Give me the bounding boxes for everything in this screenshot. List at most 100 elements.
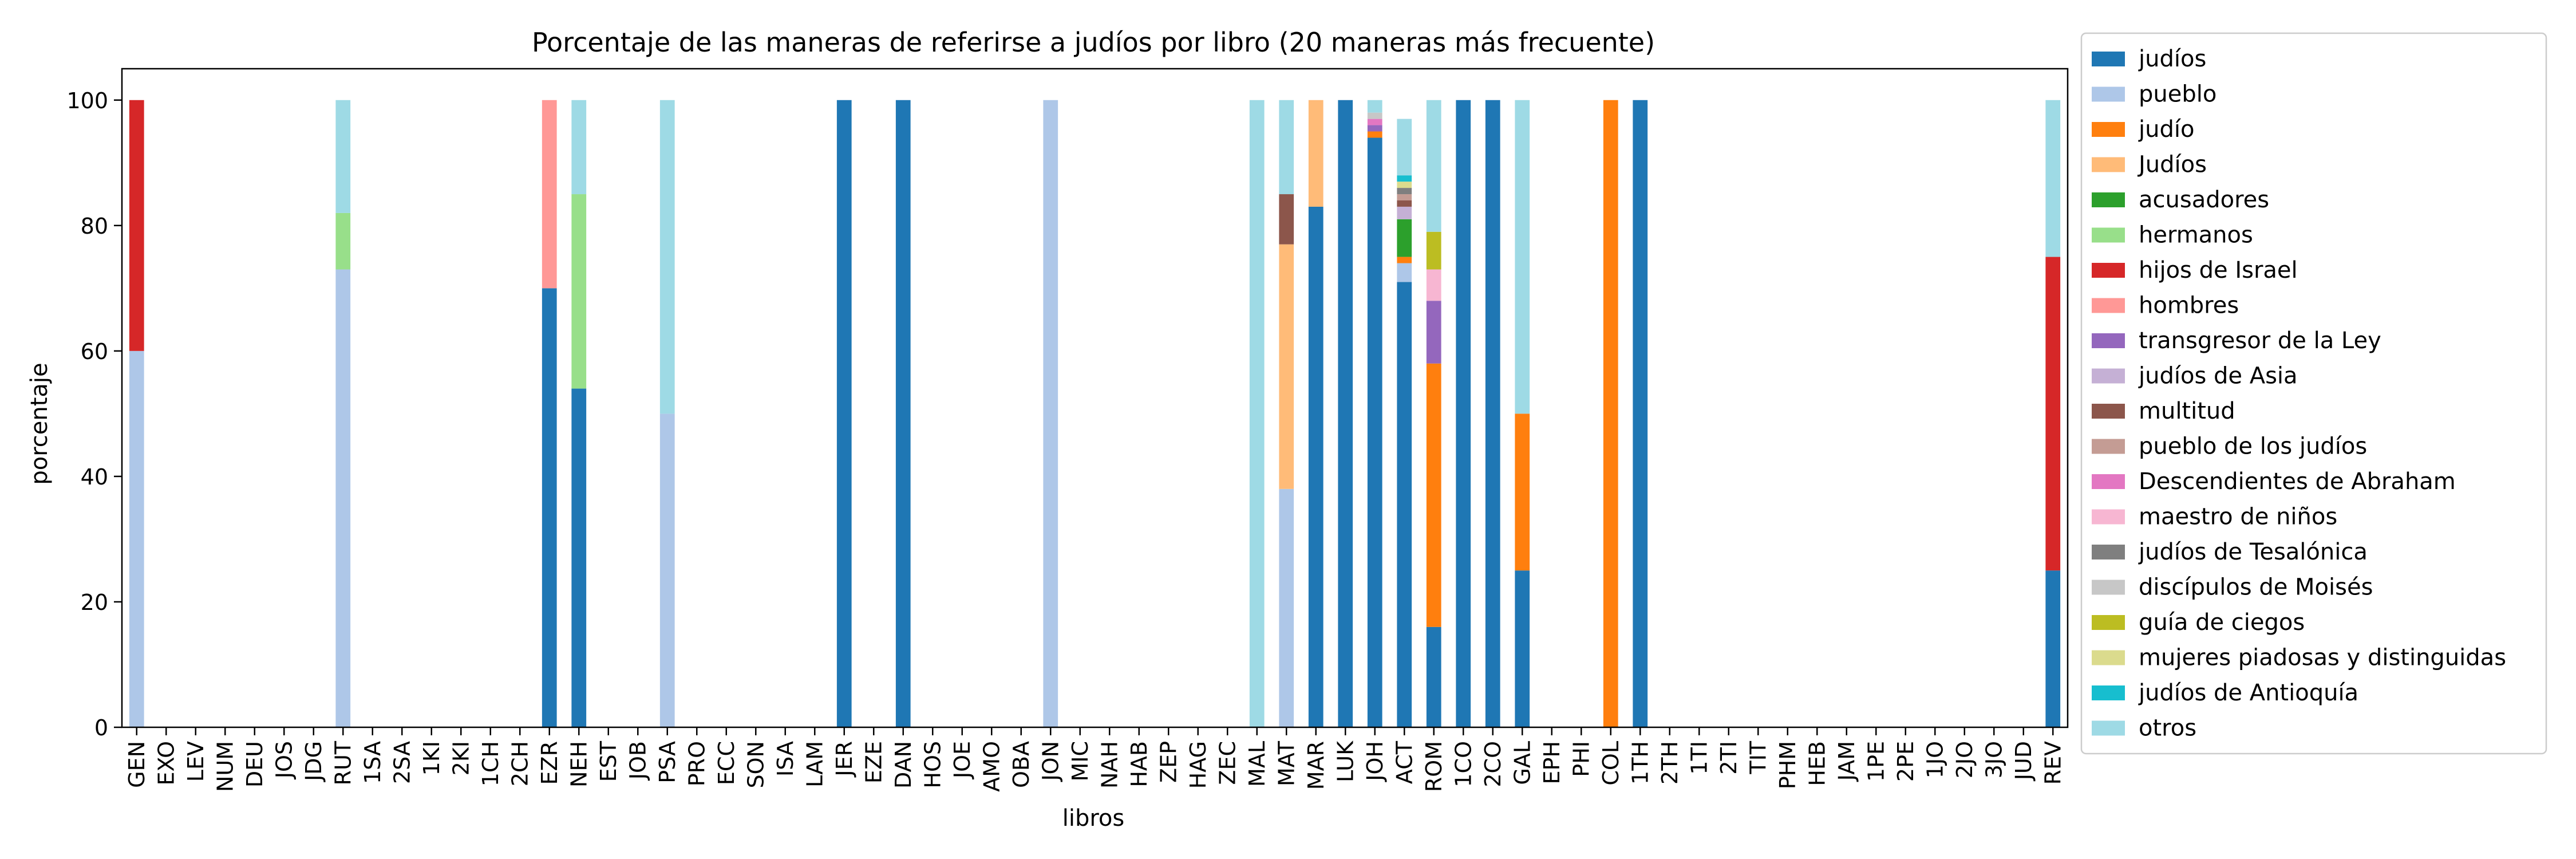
x-tick-label-JOE: JOE: [950, 741, 975, 779]
legend-swatch-17: [2092, 650, 2125, 665]
x-tick-label-1CO: 1CO: [1451, 741, 1476, 787]
x-axis-label: libros: [1062, 805, 1125, 832]
x-tick-label-SON: SON: [743, 741, 768, 788]
legend-label-8: transgresor de la Ley: [2139, 328, 2381, 354]
x-tick-label-GAL: GAL: [1510, 741, 1535, 785]
x-tick-label-JOH: JOH: [1362, 741, 1388, 782]
x-tick-label-EXO: EXO: [153, 741, 179, 786]
bar-segment-ACT-18: [1397, 175, 1412, 182]
bar-segment-ACT-11: [1397, 194, 1412, 200]
x-tick-label-MAT: MAT: [1274, 740, 1299, 786]
bar-segment-REV-0: [2045, 570, 2061, 727]
x-tick-label-AMO: AMO: [979, 741, 1004, 792]
legend-label-14: judíos de Tesalónica: [2138, 539, 2368, 565]
bar-segment-JOH-15: [1367, 112, 1382, 119]
x-tick-label-MAR: MAR: [1303, 741, 1329, 790]
x-tick-label-MAL: MAL: [1244, 741, 1270, 787]
bar-segment-JER-0: [836, 100, 852, 727]
bar-segment-RUT-1: [335, 269, 351, 728]
bar-segment-LUK-0: [1338, 100, 1353, 727]
bar-segment-ACT-14: [1397, 188, 1412, 195]
x-tick-label-1CH: 1CH: [478, 741, 503, 786]
bar-segment-2CO-0: [1485, 100, 1500, 727]
legend-swatch-18: [2092, 685, 2125, 700]
x-tick-label-1PE: 1PE: [1863, 741, 1888, 782]
y-tick-label-60: 60: [81, 339, 108, 364]
x-tick-label-1JO: 1JO: [1922, 741, 1947, 778]
bar-segment-NEH-19: [571, 100, 587, 195]
bar-segment-MAR-3: [1308, 100, 1323, 207]
legend-swatch-19: [2092, 720, 2125, 736]
x-tick-label-1KI: 1KI: [419, 741, 444, 775]
x-tick-label-PHM: PHM: [1775, 741, 1800, 789]
bar-segment-REV-19: [2045, 100, 2061, 257]
legend-swatch-8: [2092, 333, 2125, 348]
legend-swatch-6: [2092, 263, 2125, 278]
y-axis-label: porcentaje: [26, 362, 53, 484]
x-tick-label-2TH: 2TH: [1657, 741, 1682, 785]
x-tick-label-JDG: JDG: [301, 741, 326, 782]
bar-segment-MAT-10: [1279, 194, 1294, 245]
bar-segment-ACT-1: [1397, 263, 1412, 282]
bar-segment-PSA-1: [659, 413, 675, 727]
legend-swatch-15: [2092, 580, 2125, 595]
bar-segment-NEH-0: [571, 388, 587, 727]
legend-label-18: judíos de Antioquía: [2138, 680, 2358, 706]
x-tick-label-ACT: ACT: [1392, 740, 1417, 784]
legend-label-3: Judíos: [2137, 152, 2207, 178]
x-tick-label-EZE: EZE: [861, 741, 886, 783]
x-tick-label-3JO: 3JO: [1981, 741, 2006, 778]
x-tick-label-HAG: HAG: [1186, 741, 1211, 789]
legend-label-0: judíos: [2138, 46, 2206, 72]
x-tick-label-LEV: LEV: [183, 741, 208, 782]
x-tick-label-EST: EST: [596, 740, 621, 782]
x-tick-label-2CO: 2CO: [1480, 741, 1506, 787]
bar-segment-JOH-12: [1367, 119, 1382, 125]
x-tick-label-NEH: NEH: [566, 741, 591, 787]
bar-segment-ACT-9: [1397, 206, 1412, 219]
bar-segment-JOH-19: [1367, 100, 1382, 113]
legend: judíos pueblo judío Judíos acusadores hermano…: [2080, 32, 2547, 755]
plot-frame: [121, 68, 2069, 728]
bar-segment-ROM-2: [1426, 363, 1441, 627]
bar-segment-GEN-6: [129, 100, 144, 351]
x-tick-label-PRO: PRO: [684, 741, 709, 786]
legend-swatch-4: [2092, 192, 2125, 207]
x-tick-label-MIC: MIC: [1068, 741, 1093, 782]
legend-swatch-12: [2092, 474, 2125, 489]
x-tick-label-OBA: OBA: [1009, 741, 1034, 788]
x-tick-label-2JO: 2JO: [1952, 741, 1977, 778]
x-tick-label-NAH: NAH: [1097, 741, 1122, 789]
bar-segment-MAT-1: [1279, 488, 1294, 727]
bar-segment-RUT-5: [335, 212, 351, 270]
bar-segment-1CO-0: [1456, 100, 1471, 727]
legend-swatch-9: [2092, 368, 2125, 384]
bar-segment-EZR-7: [542, 100, 557, 289]
x-tick-label-GEN: GEN: [124, 741, 149, 788]
bar-segment-REV-6: [2045, 257, 2061, 571]
bar-segment-ACT-19: [1397, 119, 1412, 176]
legend-swatch-16: [2092, 615, 2125, 630]
bar-segment-ROM-13: [1426, 269, 1441, 301]
y-tick-label-0: 0: [94, 715, 108, 740]
x-tick-label-PSA: PSA: [655, 741, 680, 783]
bar-segment-MAT-3: [1279, 244, 1294, 489]
x-tick-label-2SA: 2SA: [389, 741, 414, 784]
bar-segment-COL-2: [1603, 100, 1618, 727]
x-tick-label-JUD: JUD: [2011, 741, 2036, 781]
legend-label-11: pueblo de los judíos: [2139, 434, 2367, 460]
legend-swatch-13: [2092, 509, 2125, 525]
legend-swatch-11: [2092, 439, 2125, 454]
x-tick-label-JER: JER: [832, 741, 857, 778]
bar-segment-JON-1: [1043, 100, 1058, 727]
x-tick-label-1TI: 1TI: [1686, 741, 1712, 775]
chart-title: Porcentaje de las maneras de referirse a…: [532, 27, 1655, 58]
legend-label-4: acusadores: [2139, 187, 2269, 213]
legend-label-16: guía de ciegos: [2139, 609, 2305, 636]
x-tick-label-LUK: LUK: [1333, 740, 1358, 782]
x-tick-label-PHI: PHI: [1568, 741, 1594, 777]
legend-label-5: hermanos: [2139, 222, 2253, 249]
bar-segment-ROM-16: [1426, 231, 1441, 270]
